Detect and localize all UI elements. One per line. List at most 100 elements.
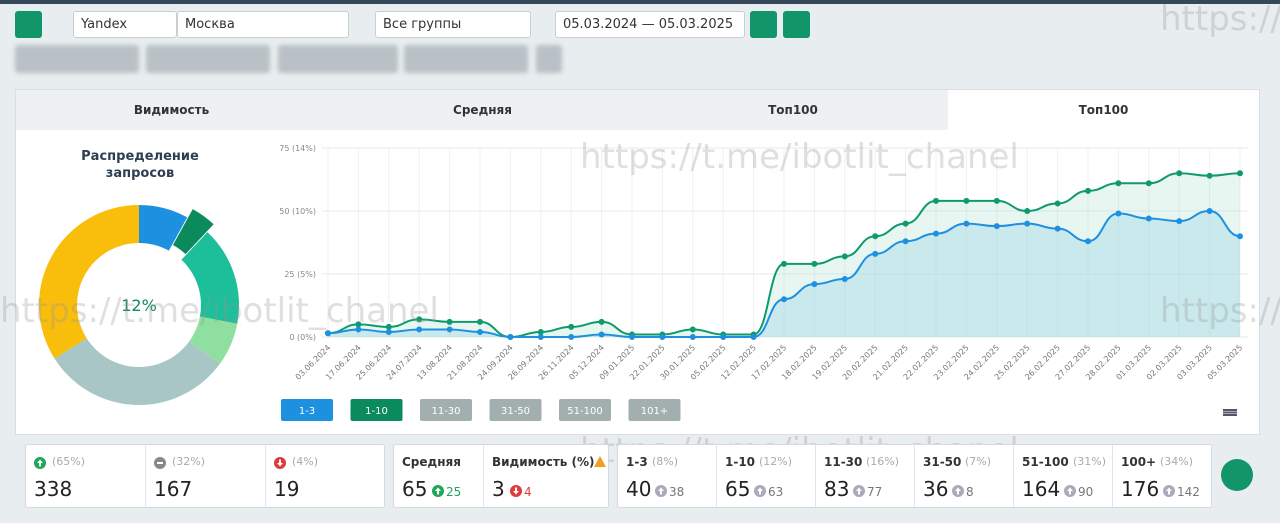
range-button-label: 31-50 <box>501 406 530 417</box>
y-tick-label: 25 (5%) <box>284 270 316 279</box>
series-point <box>659 334 666 340</box>
series-point <box>841 253 848 260</box>
series-point <box>811 260 818 267</box>
series-point <box>841 276 848 283</box>
range-button[interactable] <box>559 399 611 421</box>
y-tick-label: 75 (14%) <box>279 144 316 153</box>
series-point <box>507 334 514 340</box>
series-point <box>963 197 970 204</box>
series-point <box>963 220 970 227</box>
series-point <box>537 334 544 340</box>
series-point <box>1115 210 1122 217</box>
watermark: https://t.me/ibotlit_chanel <box>1160 0 1280 39</box>
series-point <box>689 326 696 333</box>
series-point <box>1237 170 1243 177</box>
series-point <box>902 220 909 227</box>
series-point <box>1024 208 1031 214</box>
menu-icon <box>1223 411 1237 414</box>
series-point <box>720 334 727 340</box>
blurred-tag <box>15 45 139 73</box>
series-point <box>385 323 392 330</box>
series-point <box>781 296 787 303</box>
series-point <box>598 331 605 338</box>
series-point <box>446 318 453 325</box>
series-point <box>993 223 1000 230</box>
series-point <box>385 328 392 335</box>
watermark: https://t.me/ibotlit_chanel <box>0 291 439 331</box>
pie-slice <box>39 205 139 359</box>
range-button-label: 1-3 <box>299 406 315 417</box>
menu-icon <box>1223 414 1237 416</box>
region-select[interactable]: Москва <box>177 11 349 38</box>
pie-slice <box>54 338 220 405</box>
series-point <box>689 334 696 340</box>
range-button-label: 11-30 <box>431 406 460 417</box>
range-button[interactable] <box>489 399 542 421</box>
series-point <box>1176 170 1183 177</box>
series-point <box>1054 200 1061 207</box>
range-button-label: 1-10 <box>365 406 388 417</box>
range-button[interactable] <box>628 399 681 421</box>
series-point <box>568 334 575 340</box>
engine-select[interactable]: Yandex <box>73 11 177 38</box>
series-point <box>1145 215 1152 222</box>
series-point <box>1085 187 1091 194</box>
series-point <box>933 197 939 204</box>
series-point <box>1206 208 1213 214</box>
tab[interactable]: Топ100 <box>768 103 818 117</box>
series-point <box>416 316 423 323</box>
series-point <box>598 318 605 325</box>
series-point <box>416 326 423 333</box>
series-point <box>325 330 331 337</box>
tab[interactable]: Видимость <box>133 103 210 117</box>
watermark: https://t.me/ibotlit_chanel <box>580 431 1019 471</box>
refresh-button[interactable] <box>15 11 42 38</box>
range-button-label: 51-100 <box>567 406 602 417</box>
watermark: https://t.me/ibotlit_chanel <box>580 137 1019 177</box>
range-button-label: 101+ <box>641 406 668 417</box>
series-point <box>872 233 879 240</box>
series-point <box>355 321 362 328</box>
range-button[interactable] <box>350 399 403 421</box>
series-point <box>446 326 453 333</box>
menu-icon <box>1223 409 1237 411</box>
series-point <box>993 197 1000 204</box>
series-point <box>355 326 362 333</box>
blurred-tag <box>278 45 398 73</box>
date-select[interactable]: 05.03.2024 — 05.03.2025 <box>555 11 745 38</box>
series-point <box>1206 172 1213 179</box>
series-point <box>1237 233 1243 240</box>
pie-slice <box>139 205 188 251</box>
series-point <box>933 230 939 237</box>
series-point <box>1115 180 1122 187</box>
watermark: https://t.me/ibotlit_chanel <box>1160 291 1280 331</box>
y-tick-label: 0 (0%) <box>289 333 316 342</box>
series-point <box>781 260 787 267</box>
tabs-bg <box>16 90 948 130</box>
series-point <box>811 281 818 288</box>
export-button[interactable] <box>783 11 810 38</box>
pie-center-label: 12% <box>121 296 157 315</box>
series-point <box>568 323 575 330</box>
settings-button[interactable] <box>750 11 777 38</box>
blurred-tag <box>146 45 270 73</box>
series-point <box>1145 180 1152 187</box>
range-button[interactable] <box>420 399 472 421</box>
series-point <box>902 238 909 245</box>
series-area <box>328 173 1240 337</box>
series-point <box>1085 238 1091 245</box>
series-point <box>872 250 879 257</box>
pie-slice <box>172 209 214 255</box>
range-button[interactable] <box>281 399 333 421</box>
blurred-tag <box>404 45 528 73</box>
blurred-tag <box>536 45 562 73</box>
series-area <box>328 211 1240 337</box>
series-point <box>477 318 483 325</box>
tab-active[interactable]: Топ100 <box>948 90 1259 130</box>
series-point <box>750 334 757 340</box>
group-select[interactable]: Все группы <box>375 11 531 38</box>
chart-title: Распределение запросов <box>81 149 199 181</box>
tab[interactable]: Средняя <box>453 103 512 117</box>
